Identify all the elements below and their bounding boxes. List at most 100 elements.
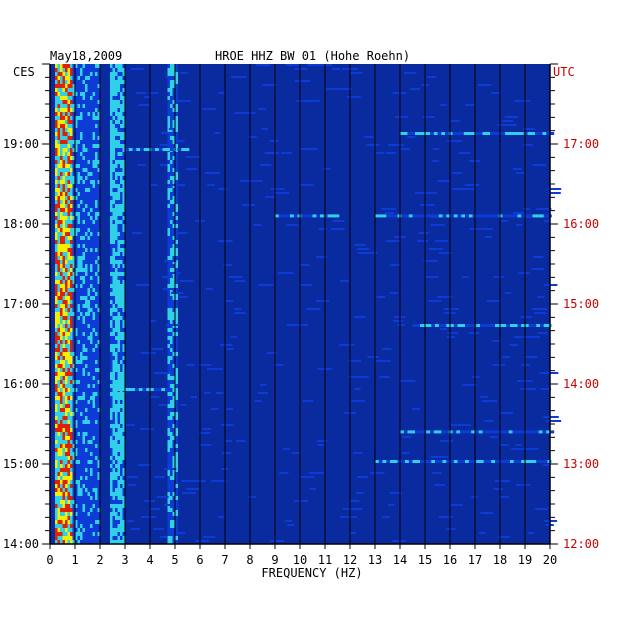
heatmap-cell	[80, 220, 83, 224]
heatmap-cell	[72, 92, 76, 96]
heatmap-cell	[92, 152, 96, 156]
heatmap-cell	[82, 136, 86, 140]
heatmap-cell	[55, 300, 58, 304]
heatmap-cell	[167, 252, 171, 256]
heatmap-cell	[120, 212, 123, 216]
heatmap-cell	[428, 300, 442, 302]
heatmap-cell	[85, 172, 88, 176]
heatmap-cell	[67, 84, 71, 88]
heatmap-cell	[110, 504, 113, 508]
heatmap-cell	[87, 432, 91, 436]
heatmap-cell	[97, 364, 101, 368]
heatmap-cell	[75, 116, 78, 120]
heatmap-cell	[90, 84, 93, 88]
heatmap-cell	[65, 504, 68, 508]
heatmap-cell	[75, 324, 78, 328]
heatmap-cell	[95, 216, 98, 220]
heatmap-cell	[170, 160, 173, 164]
heatmap-cell	[90, 456, 93, 460]
heatmap-cell	[120, 464, 123, 468]
heatmap-cell	[353, 508, 363, 510]
heatmap-cell	[65, 268, 68, 272]
heatmap-cell	[175, 180, 178, 184]
heatmap-cell	[354, 244, 366, 246]
heatmap-cell	[367, 356, 379, 358]
event-line-segment	[478, 430, 483, 434]
heatmap-cell	[60, 392, 63, 396]
heatmap-cell	[95, 268, 98, 272]
heatmap-cell	[120, 132, 123, 136]
heatmap-cell	[65, 300, 68, 304]
heatmap-cell	[55, 444, 58, 448]
heatmap-cell	[75, 368, 78, 372]
heatmap-cell	[60, 272, 63, 276]
heatmap-cell	[90, 372, 93, 376]
heatmap-cell	[77, 464, 81, 468]
heatmap-cell	[97, 268, 101, 272]
heatmap-cell	[97, 204, 101, 208]
heatmap-cell	[57, 96, 61, 100]
event-line-segment	[446, 460, 451, 463]
heatmap-cell	[82, 280, 86, 284]
heatmap-cell	[55, 280, 58, 284]
heatmap-cell	[388, 144, 404, 146]
heatmap-cell	[62, 148, 66, 152]
heatmap-cell	[172, 432, 176, 436]
heatmap-cell	[90, 284, 93, 288]
heatmap-cell	[75, 148, 78, 152]
heatmap-cell	[90, 152, 93, 156]
heatmap-cell	[87, 156, 91, 160]
heatmap-cell	[95, 308, 98, 312]
heatmap-cell	[167, 420, 171, 424]
heatmap-cell	[65, 308, 68, 312]
event-line-segment	[517, 214, 522, 218]
heatmap-cell	[57, 144, 61, 148]
heatmap-cell	[117, 248, 121, 252]
heatmap-cell	[175, 468, 178, 472]
heatmap-cell	[67, 208, 71, 212]
heatmap-cell	[55, 448, 58, 452]
heatmap-cell	[65, 524, 68, 528]
x-tick-label: 9	[271, 553, 278, 567]
heatmap-cell	[92, 136, 96, 140]
heatmap-cell	[57, 428, 61, 432]
heatmap-cell	[97, 264, 101, 268]
heatmap-cell	[75, 276, 78, 280]
heatmap-cell	[122, 104, 126, 108]
heatmap-cell	[225, 300, 234, 302]
heatmap-cell	[92, 264, 96, 268]
heatmap-cell	[70, 324, 73, 328]
heatmap-cell	[92, 488, 96, 492]
heatmap-cell	[120, 384, 123, 388]
heatmap-cell	[70, 180, 73, 184]
heatmap-cell	[112, 116, 116, 120]
heatmap-cell	[122, 300, 126, 304]
heatmap-cell	[55, 244, 58, 248]
heatmap-cell	[55, 156, 58, 160]
heatmap-cell	[75, 408, 78, 412]
heatmap-cell	[87, 316, 91, 320]
heatmap-cell	[167, 220, 171, 224]
heatmap-cell	[55, 496, 58, 500]
heatmap-cell	[55, 68, 58, 72]
heatmap-cell	[72, 308, 76, 312]
event-line-segment	[438, 324, 444, 327]
heatmap-cell	[115, 296, 118, 300]
heatmap-cell	[112, 440, 116, 444]
heatmap-cell	[55, 368, 58, 372]
heatmap-cell	[110, 200, 113, 204]
heatmap-cell	[75, 72, 78, 76]
heatmap-cell	[175, 168, 178, 172]
heatmap-cell	[117, 80, 121, 84]
heatmap-cell	[264, 152, 279, 154]
heatmap-cell	[112, 336, 116, 340]
heatmap-cell	[70, 92, 73, 96]
heatmap-cell	[62, 100, 66, 104]
heatmap-cell	[67, 504, 71, 508]
heatmap-cell	[80, 140, 83, 144]
heatmap-cell	[170, 140, 173, 144]
heatmap-cell	[70, 184, 73, 188]
heatmap-cell	[92, 476, 96, 480]
heatmap-cell	[55, 320, 58, 324]
heatmap-cell	[170, 528, 173, 532]
